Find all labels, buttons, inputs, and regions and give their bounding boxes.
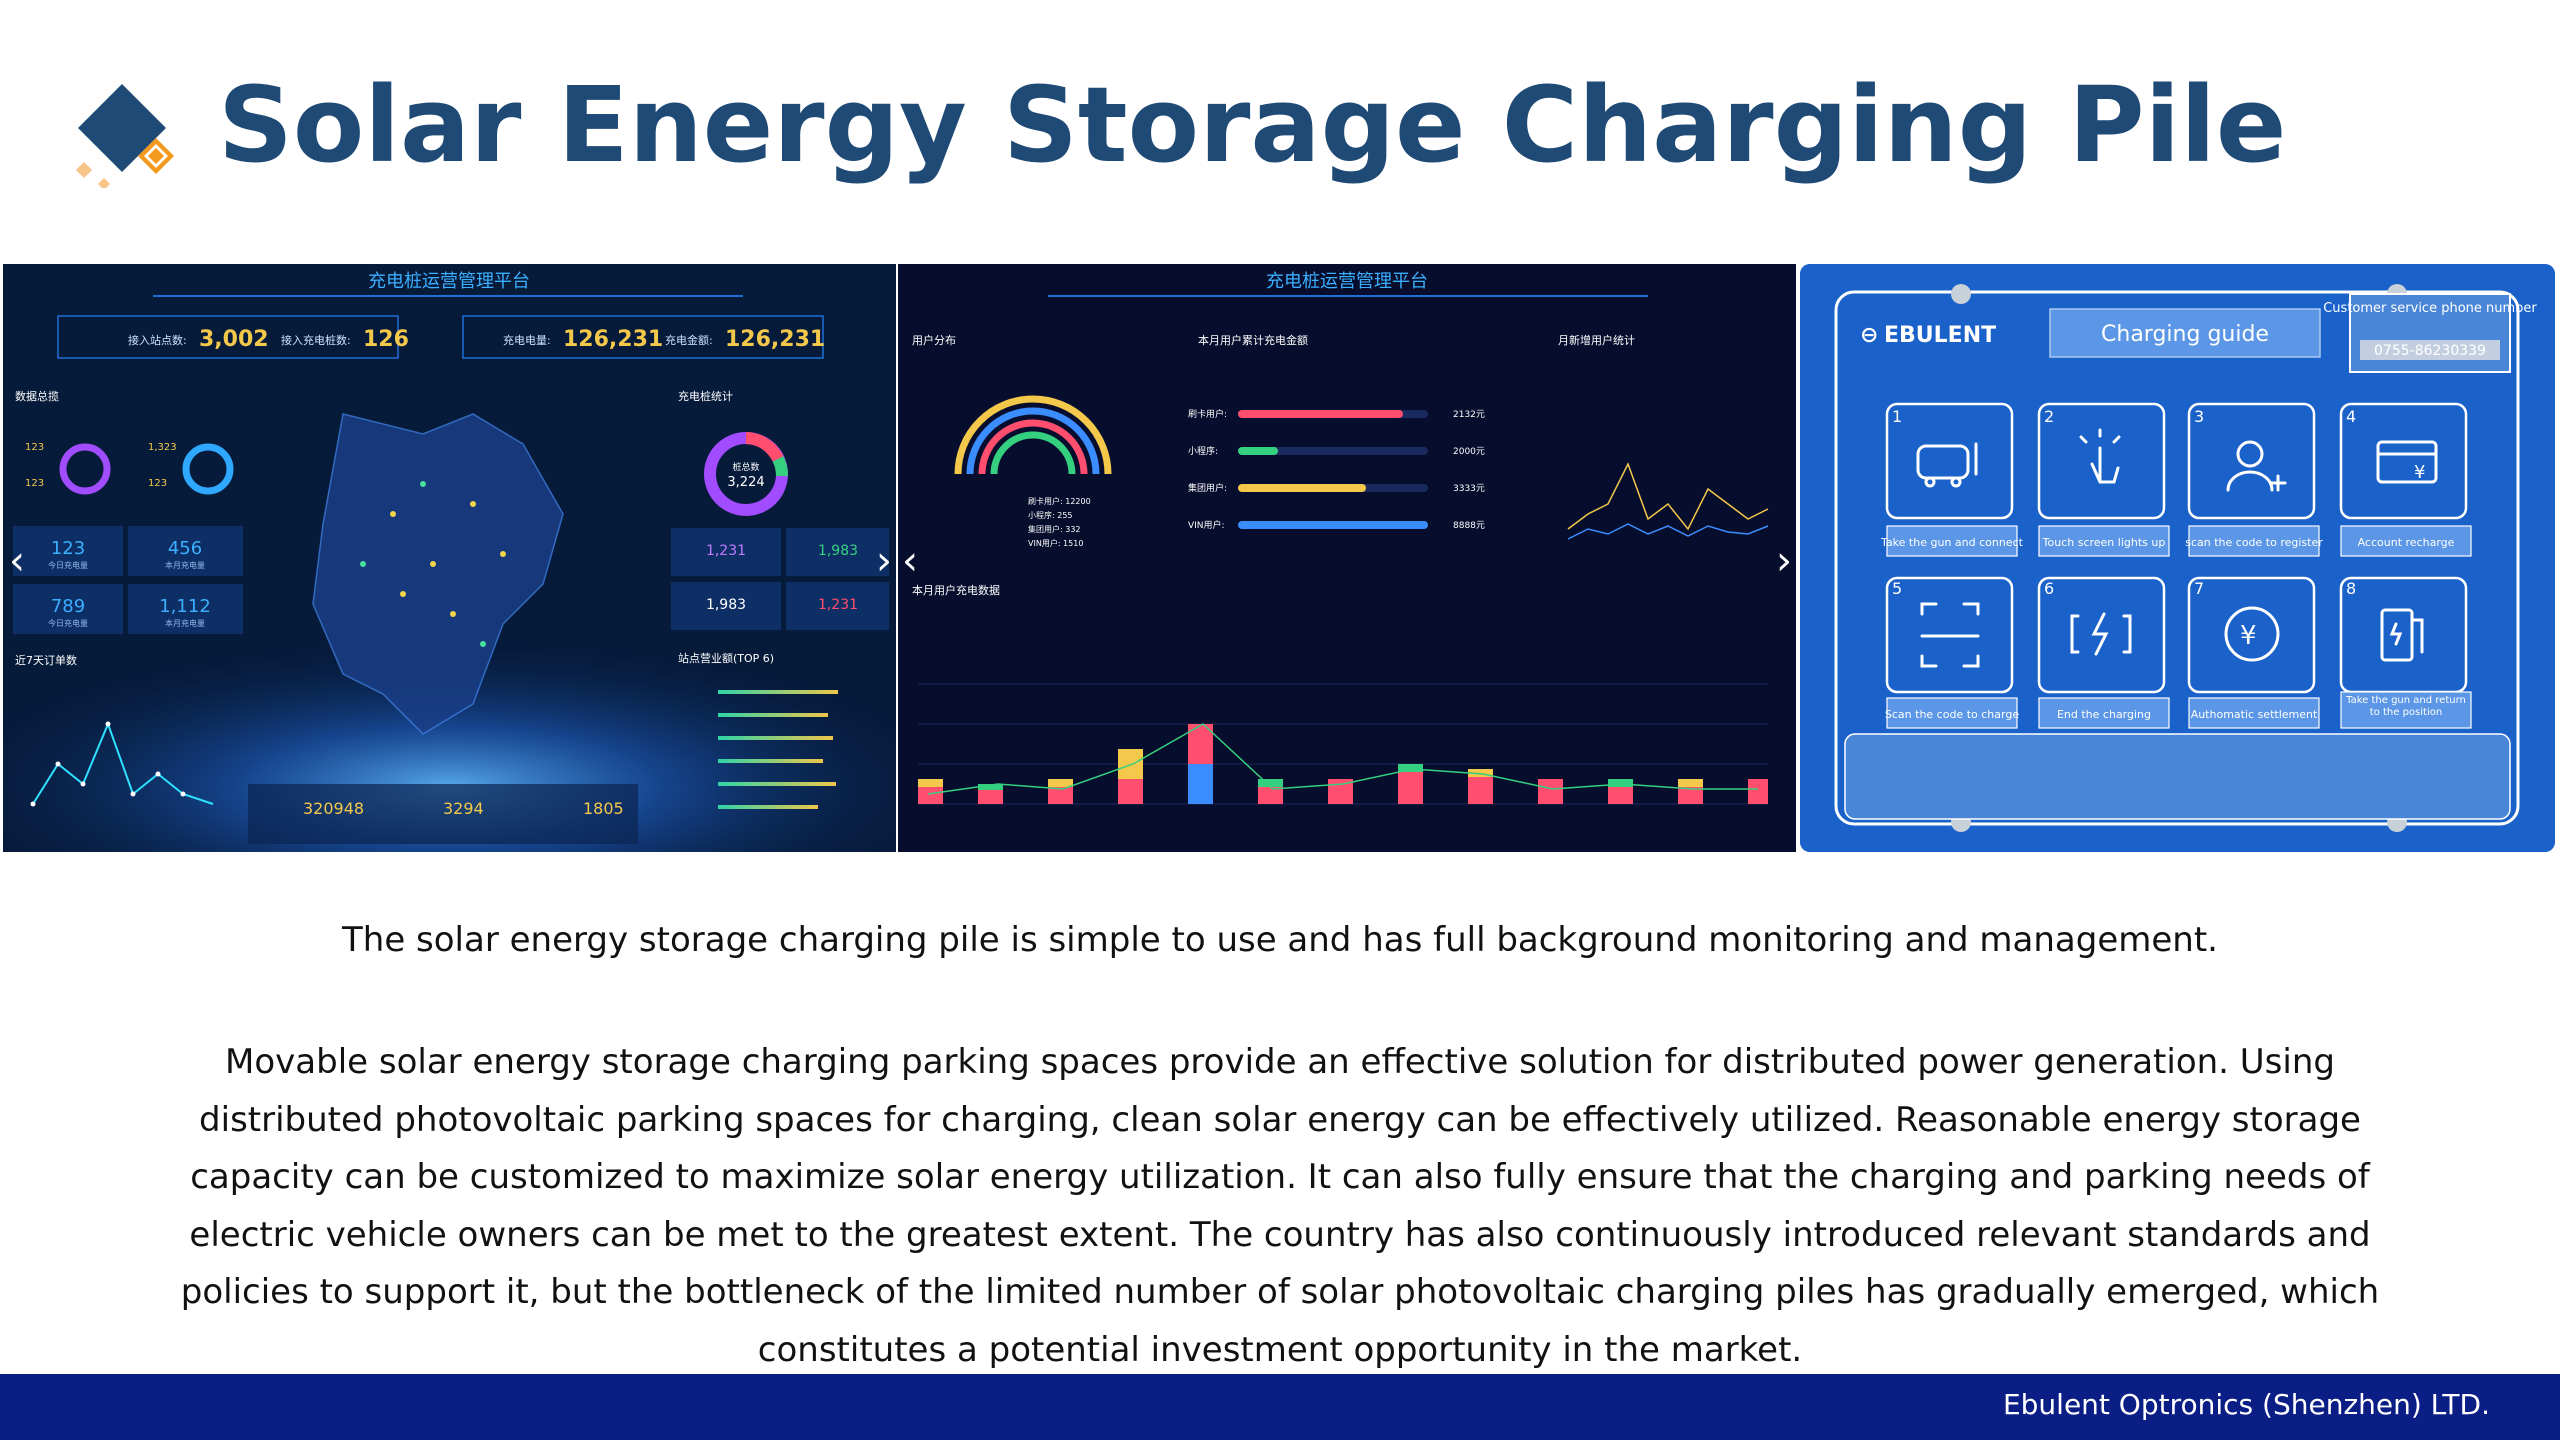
page-title: Solar Energy Storage Charging Pile	[218, 64, 2287, 186]
svg-text:126: 126	[363, 327, 409, 352]
svg-text:3294: 3294	[443, 799, 484, 818]
svg-text:VIN用户:: VIN用户:	[1188, 519, 1225, 531]
svg-text:End the charging: End the charging	[2057, 708, 2151, 721]
svg-text:126,231: 126,231	[563, 327, 663, 352]
footer-bar: Ebulent Optronics (Shenzhen) LTD.	[0, 1374, 2560, 1440]
svg-text:1,231: 1,231	[706, 543, 746, 559]
svg-text:1805: 1805	[583, 799, 624, 818]
svg-text:3,002: 3,002	[199, 327, 269, 352]
svg-text:近7天订单数: 近7天订单数	[15, 654, 77, 667]
svg-text:桩总数: 桩总数	[732, 461, 759, 473]
svg-text:320948: 320948	[303, 799, 364, 818]
svg-text:8888元: 8888元	[1453, 521, 1485, 531]
svg-text:126,231: 126,231	[725, 327, 825, 352]
company-name: Ebulent Optronics (Shenzhen) LTD.	[2002, 1388, 2490, 1421]
svg-text:123: 123	[25, 478, 44, 489]
svg-text:1: 1	[1892, 407, 1902, 426]
guide-title: Charging guide	[2101, 322, 2269, 347]
ebulent-logo: ⊖	[1860, 323, 1878, 348]
svg-text:站点营业额(TOP 6): 站点营业额(TOP 6)	[678, 651, 774, 665]
svg-text:本月充电量: 本月充电量	[165, 618, 205, 628]
svg-text:6: 6	[2044, 579, 2054, 598]
dashboard-screenshot-users: 充电桩运营管理平台 用户分布 本月用户累计充电金额 月新增用户统计 本月用户充电…	[898, 264, 1796, 852]
svg-text:4: 4	[2346, 407, 2356, 426]
svg-text:1,983: 1,983	[818, 543, 858, 559]
svg-text:Scan the code to charge: Scan the code to charge	[1885, 708, 2019, 721]
prev-arrow-icon: ‹	[902, 538, 918, 584]
svg-text:scan the code to register: scan the code to register	[2185, 536, 2323, 549]
svg-text:0755-86230339: 0755-86230339	[2374, 343, 2486, 359]
svg-text:5: 5	[1892, 579, 1902, 598]
next-arrow-icon: ›	[876, 538, 892, 584]
svg-text:刷卡用户: 12200: 刷卡用户: 12200	[1028, 496, 1091, 506]
svg-text:EBULENT: EBULENT	[1884, 323, 1996, 348]
svg-text:1,112: 1,112	[159, 596, 211, 617]
svg-text:接入站点数:: 接入站点数:	[128, 333, 187, 347]
yuan-cycle-icon: ¥	[2224, 606, 2280, 662]
svg-text:集团用户: 332: 集团用户: 332	[1028, 524, 1081, 534]
svg-text:月新增用户统计: 月新增用户统计	[1558, 333, 1635, 347]
svg-text:¥: ¥	[2240, 621, 2257, 651]
caption: The solar energy storage charging pile i…	[342, 920, 2218, 960]
svg-text:1,231: 1,231	[818, 597, 858, 613]
company-logo	[76, 84, 174, 188]
svg-text:用户分布: 用户分布	[912, 333, 956, 347]
svg-text:小程序:: 小程序:	[1188, 445, 1218, 457]
svg-text:3333元: 3333元	[1453, 484, 1485, 494]
svg-text:3,224: 3,224	[727, 475, 764, 490]
svg-text:Authomatic settlement: Authomatic settlement	[2191, 708, 2318, 721]
svg-text:2132元: 2132元	[1453, 410, 1485, 420]
battery-charge-icon	[2070, 612, 2132, 656]
svg-text:1,323: 1,323	[148, 442, 177, 453]
svg-text:刷卡用户:: 刷卡用户:	[1188, 408, 1227, 420]
svg-text:123: 123	[25, 442, 44, 453]
svg-text:充电桩统计: 充电桩统计	[678, 389, 733, 403]
scan-icon	[1920, 602, 1980, 668]
svg-text:¥: ¥	[2414, 462, 2425, 483]
svg-text:本月充电量: 本月充电量	[165, 560, 205, 570]
svg-text:数据总揽: 数据总揽	[15, 389, 59, 403]
svg-text:小程序: 255: 小程序: 255	[1028, 510, 1073, 520]
svg-text:789: 789	[51, 596, 85, 617]
dashboard2-header: 充电桩运营管理平台	[1266, 271, 1428, 292]
svg-text:7: 7	[2194, 579, 2204, 598]
svg-text:今日充电量: 今日充电量	[48, 618, 88, 628]
fuel-gun-icon	[2380, 608, 2424, 662]
svg-text:2000元: 2000元	[1453, 447, 1485, 457]
svg-text:2: 2	[2044, 407, 2054, 426]
svg-text:集团用户:: 集团用户:	[1188, 482, 1227, 494]
car-icon	[1916, 442, 1978, 488]
svg-text:充电电量:: 充电电量:	[503, 333, 551, 347]
svg-text:充电金额:: 充电金额:	[665, 333, 713, 347]
svg-text:接入充电桩数:: 接入充电桩数:	[281, 333, 351, 347]
svg-text:123: 123	[51, 538, 85, 559]
svg-text:Account recharge: Account recharge	[2358, 536, 2455, 549]
svg-text:Touch screen lights up: Touch screen lights up	[2042, 536, 2166, 549]
svg-text:本月用户充电数据: 本月用户充电数据	[912, 583, 1000, 597]
svg-text:VIN用户: 1510: VIN用户: 1510	[1028, 538, 1083, 548]
svg-text:456: 456	[168, 538, 202, 559]
card-yuan-icon: ¥	[2376, 440, 2438, 484]
dashboard1-header: 充电桩运营管理平台	[368, 271, 530, 292]
description-paragraph: Movable solar energy storage charging pa…	[180, 1042, 2380, 1370]
prev-arrow-icon: ‹	[9, 538, 25, 584]
svg-text:今日充电量: 今日充电量	[48, 560, 88, 570]
dashboard-screenshot-map: 充电桩运营管理平台 接入站点数: 3,002 接入充电桩数: 126 充电电量:…	[3, 264, 896, 852]
svg-text:1,983: 1,983	[706, 597, 746, 613]
svg-text:Take the gun and connect: Take the gun and connect	[1880, 536, 2024, 549]
user-add-icon	[2226, 440, 2287, 492]
svg-text:123: 123	[148, 478, 167, 489]
charging-guide-screen: ⊖ EBULENT Charging guide Customer servic…	[1800, 264, 2555, 852]
next-arrow-icon: ›	[1776, 538, 1792, 584]
svg-text:Customer service phone number: Customer service phone number	[2323, 301, 2537, 316]
svg-text:本月用户累计充电金额: 本月用户累计充电金额	[1198, 333, 1308, 347]
svg-text:8: 8	[2346, 579, 2356, 598]
svg-text:3: 3	[2194, 407, 2204, 426]
touch-icon	[2079, 428, 2121, 484]
